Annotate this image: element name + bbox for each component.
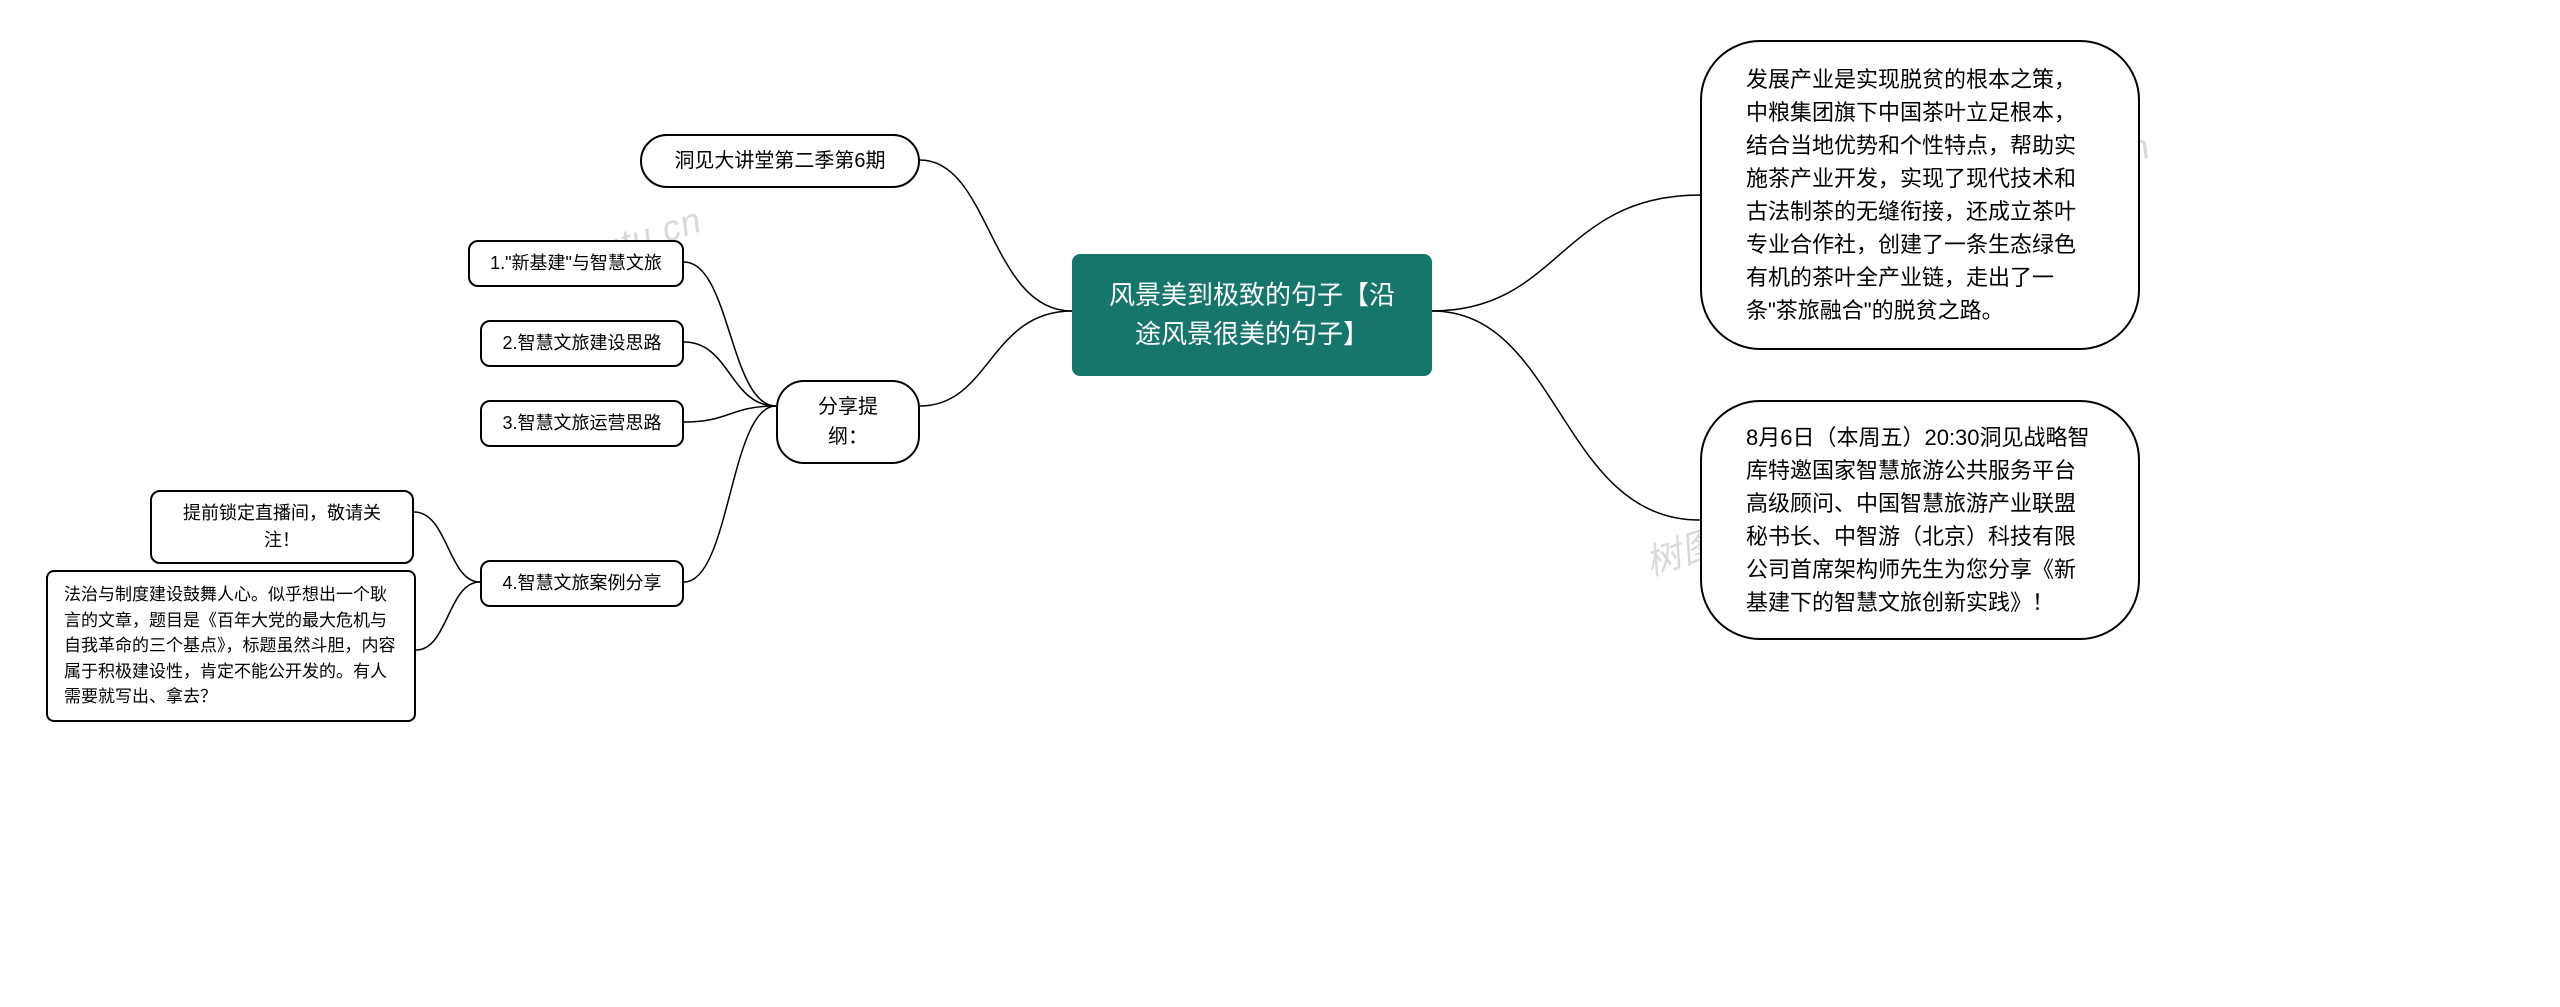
node-l2d[interactable]: 4.智慧文旅案例分享: [480, 560, 684, 607]
node-right-2[interactable]: 8月6日（本周五）20:30洞见战略智库特邀国家智慧旅游公共服务平台高级顾问、中…: [1700, 400, 2140, 640]
node-l2d2[interactable]: 法治与制度建设鼓舞人心。似乎想出一个耿言的文章，题目是《百年大党的最大危机与自我…: [46, 570, 416, 722]
node-l2a[interactable]: 1."新基建"与智慧文旅: [468, 240, 684, 287]
node-l2b[interactable]: 2.智慧文旅建设思路: [480, 320, 684, 367]
root-node[interactable]: 风景美到极致的句子【沿途风景很美的句子】: [1072, 254, 1432, 376]
node-right-1[interactable]: 发展产业是实现脱贫的根本之策，中粮集团旗下中国茶叶立足根本，结合当地优势和个性特…: [1700, 40, 2140, 350]
node-l2c[interactable]: 3.智慧文旅运营思路: [480, 400, 684, 447]
node-left-1[interactable]: 洞见大讲堂第二季第6期: [640, 134, 920, 188]
node-left-2[interactable]: 分享提纲：: [776, 380, 920, 464]
node-l2d1[interactable]: 提前锁定直播间，敬请关注！: [150, 490, 414, 564]
mindmap-canvas: 树图 shutu.cn shutu.cn 树图 shutu.cn cn 风景美到…: [0, 0, 2560, 1007]
